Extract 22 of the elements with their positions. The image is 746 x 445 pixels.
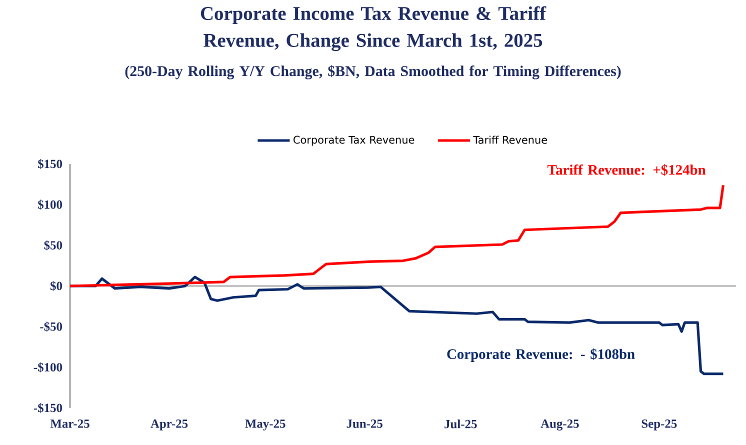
x-tick-label: Aug-25 <box>540 420 579 430</box>
chart-subtitle: (250-Day Rolling Y/Y Change, $BN, Data Smoothed for Timing Differences) <box>125 65 621 80</box>
x-tick-label: Mar-25 <box>50 420 90 428</box>
y-tick-label: -$100 <box>34 362 62 372</box>
x-tick-label: May-25 <box>245 420 286 430</box>
y-tick-label: -$150 <box>34 403 62 413</box>
x-tick-label: Jun-25 <box>346 420 382 428</box>
y-tick-label: $0 <box>50 281 62 291</box>
line-series <box>68 276 724 376</box>
legend-label: Tariff Revenue <box>473 136 548 144</box>
line-series <box>68 184 724 288</box>
chart-title: Corporate Income Tax Revenue & Tariff Revenue, Change Since March 1st, 2025 <box>200 6 546 52</box>
y-tick-label: -$50 <box>40 322 62 332</box>
y-tick-label: $150 <box>38 159 62 169</box>
x-tick-label: Apr-25 <box>150 420 188 430</box>
annotation: Corporate Revenue: - $108bn <box>447 348 635 362</box>
y-tick-label: $100 <box>38 200 62 210</box>
x-tick-label: Sep-25 <box>642 420 677 430</box>
x-tick-label: Jul-25 <box>444 420 477 428</box>
annotation: Tariff Revenue: +$124bn <box>547 164 706 176</box>
legend-label: Corporate Tax Revenue <box>294 136 414 146</box>
y-tick-label: $50 <box>44 240 62 250</box>
